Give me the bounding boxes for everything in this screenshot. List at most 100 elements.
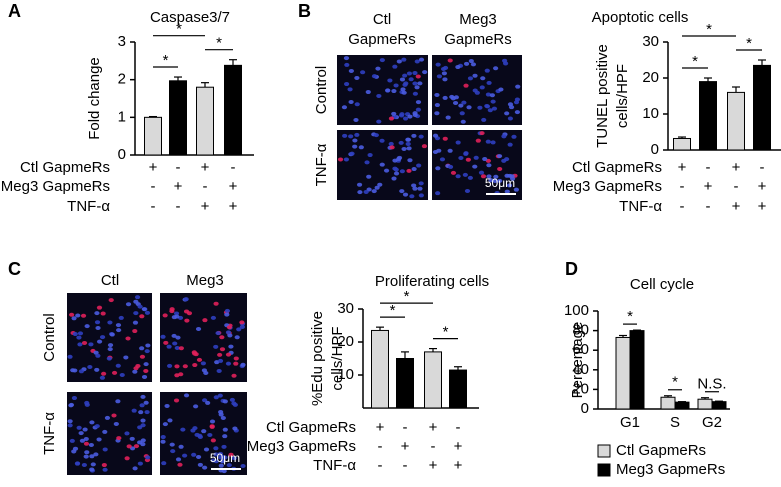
condition-sign: - xyxy=(151,198,156,215)
nucleus xyxy=(140,423,146,428)
nucleus xyxy=(69,312,75,317)
nucleus xyxy=(462,172,468,177)
nucleus xyxy=(90,462,96,467)
bar xyxy=(699,81,717,151)
nucleus xyxy=(486,174,492,179)
nucleus xyxy=(225,361,232,366)
nucleus xyxy=(125,302,132,307)
nucleus xyxy=(68,403,74,408)
nucleus xyxy=(392,158,398,163)
nucleus xyxy=(435,62,441,67)
nucleus xyxy=(89,454,95,459)
nucleus xyxy=(412,111,418,116)
condition-sign: + xyxy=(758,198,767,215)
nucleus xyxy=(138,410,144,415)
nucleus xyxy=(507,116,514,121)
condition-sign: - xyxy=(760,159,765,176)
nucleus xyxy=(409,194,415,199)
nucleus xyxy=(442,77,448,82)
nucleus xyxy=(497,166,503,171)
nucleus xyxy=(219,347,226,352)
y-tick-label: 0 xyxy=(651,141,659,158)
nucleus xyxy=(182,453,188,458)
nucleus xyxy=(504,173,510,178)
nucleus xyxy=(221,444,227,449)
nucleus xyxy=(432,133,439,138)
nucleus xyxy=(416,163,422,168)
nucleus xyxy=(504,189,510,194)
y-axis-label: cells/HPF xyxy=(329,326,346,390)
condition-sign: + xyxy=(149,159,158,176)
nucleus xyxy=(71,396,78,401)
nucleus xyxy=(108,298,114,303)
nucleus xyxy=(126,444,132,449)
nucleus xyxy=(493,66,499,71)
nucleus xyxy=(113,421,119,426)
nucleus xyxy=(407,158,413,163)
nucleus xyxy=(239,320,245,325)
nucleus xyxy=(167,418,173,423)
y-tick-label: 60 xyxy=(572,341,589,358)
nucleus xyxy=(210,458,217,463)
nucleus xyxy=(94,367,100,372)
bar xyxy=(711,401,727,410)
nucleus xyxy=(393,167,399,172)
bar xyxy=(615,336,631,410)
nucleus xyxy=(139,403,145,408)
condition-sign: - xyxy=(680,198,685,215)
y-tick-label: 10 xyxy=(337,366,354,383)
nucleus xyxy=(195,327,202,332)
nucleus xyxy=(81,463,87,468)
nucleus xyxy=(224,308,231,313)
nucleus xyxy=(513,187,519,192)
nucleus xyxy=(219,335,225,340)
nucleus xyxy=(101,371,107,376)
nucleus xyxy=(455,140,461,145)
nucleus xyxy=(222,399,228,404)
nucleus xyxy=(145,455,151,460)
nucleus xyxy=(504,111,510,116)
nucleus xyxy=(391,111,397,116)
nucleus xyxy=(231,373,237,378)
nucleus xyxy=(166,363,173,368)
nucleus xyxy=(82,427,88,432)
nucleus xyxy=(177,462,183,467)
nucleus xyxy=(463,151,469,156)
nucleus xyxy=(407,114,413,119)
nucleus xyxy=(376,93,382,98)
condition-label: Ctl GapmeRs xyxy=(20,159,110,176)
condition-sign: - xyxy=(706,198,711,215)
nucleus xyxy=(71,449,77,454)
nucleus xyxy=(337,157,344,162)
condition-sign: - xyxy=(203,178,208,195)
condition-sign: + xyxy=(732,159,741,176)
nucleus xyxy=(226,463,232,468)
nucleus xyxy=(171,333,177,338)
y-axis-label: %Edu positive xyxy=(309,311,326,406)
condition-label: Meg3 GapmeRs xyxy=(1,178,110,195)
nucleus xyxy=(418,193,424,198)
condition-sign: - xyxy=(456,419,461,436)
nucleus xyxy=(174,364,180,369)
nucleus xyxy=(348,100,354,105)
column-header: Meg3 xyxy=(459,11,497,28)
nucleus xyxy=(135,363,141,368)
nucleus xyxy=(366,174,372,179)
nucleus xyxy=(393,171,400,176)
nucleus xyxy=(201,429,207,434)
nucleus xyxy=(96,437,102,442)
nucleus xyxy=(377,182,383,187)
nucleus xyxy=(411,133,417,138)
nucleus xyxy=(170,449,176,454)
nucleus xyxy=(72,368,78,373)
nucleus xyxy=(217,358,224,363)
nucleus xyxy=(132,369,138,374)
nucleus xyxy=(231,401,237,406)
nucleus xyxy=(477,105,483,110)
condition-sign: - xyxy=(403,457,408,474)
nucleus xyxy=(94,424,100,429)
nucleus xyxy=(88,342,94,347)
condition-sign: - xyxy=(176,159,181,176)
nucleus xyxy=(379,138,385,143)
nucleus xyxy=(236,327,242,332)
